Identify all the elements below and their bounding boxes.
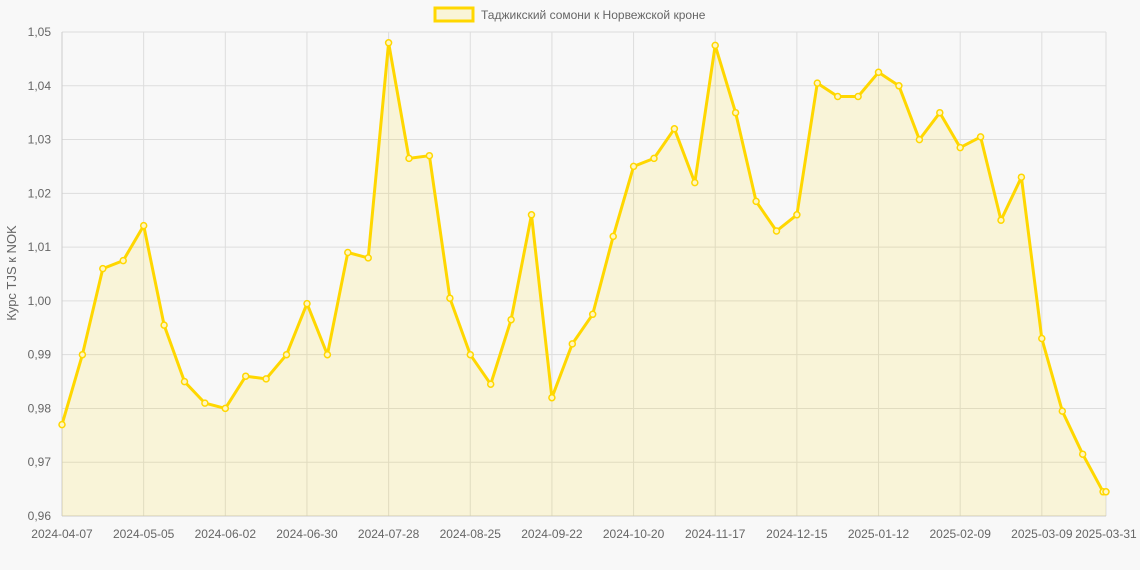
x-tick-label: 2025-03-09 — [1011, 527, 1073, 541]
data-point — [1058, 407, 1067, 415]
data-point — [956, 143, 964, 152]
y-tick-label: 1,02 — [28, 186, 52, 200]
data-point — [221, 404, 230, 413]
data-point — [527, 211, 536, 219]
data-point — [813, 79, 822, 87]
data-point — [629, 162, 638, 171]
x-tick-label: 2024-12-15 — [766, 527, 828, 541]
data-point — [752, 197, 760, 206]
data-point — [874, 68, 883, 77]
data-point — [507, 315, 515, 324]
data-point — [344, 248, 352, 257]
data-point — [303, 299, 311, 308]
data-point — [854, 92, 862, 101]
legend[interactable]: Таджикский сомони к Норвежской кроне — [433, 6, 706, 23]
data-point — [384, 39, 393, 47]
y-tick-label: 1,00 — [28, 294, 52, 308]
data-point — [895, 82, 903, 90]
data-point — [466, 350, 475, 359]
data-point — [793, 211, 801, 219]
y-tick-label: 1,01 — [28, 240, 52, 254]
x-tick-label: 2024-08-25 — [440, 527, 502, 541]
y-tick-label: 0,99 — [28, 348, 52, 362]
x-tick-label: 2024-11-17 — [685, 527, 746, 541]
gridlines — [61, 31, 1107, 517]
data-point — [99, 264, 107, 273]
data-point — [119, 256, 127, 265]
data-point — [936, 108, 944, 117]
x-tick-label: 2025-01-12 — [848, 527, 910, 541]
data-point — [976, 133, 985, 141]
data-point — [446, 294, 454, 302]
series-area — [62, 42, 1106, 517]
data-point — [650, 154, 658, 163]
x-tick-label: 2024-10-20 — [603, 527, 665, 541]
y-tick-label: 1,04 — [28, 79, 52, 93]
data-point — [1017, 173, 1026, 181]
data-point — [364, 254, 372, 262]
data-point — [772, 227, 781, 235]
y-tick-label: 1,05 — [28, 25, 52, 39]
data-point — [201, 399, 209, 407]
points-layer — [58, 39, 1110, 496]
data-point — [915, 135, 924, 144]
y-tick-label: 0,97 — [28, 455, 52, 469]
legend-label: Таджикский сомони к Норвежской кроне — [481, 8, 706, 22]
data-point — [78, 350, 87, 359]
x-tick-label: 2024-05-05 — [113, 527, 175, 541]
data-point — [282, 350, 291, 359]
data-point — [180, 377, 189, 386]
data-point — [833, 92, 842, 101]
y-axis-ticks: 1,05 1,04 1,03 1,02 1,01 1,00 0,99 0,98 0,97 0,96 — [28, 25, 52, 523]
x-tick-label: 2024-06-02 — [195, 527, 257, 541]
y-axis-title: Курс TJS к NOK — [4, 225, 19, 321]
data-point — [405, 154, 413, 163]
data-point — [670, 125, 679, 133]
x-tick-label: 2024-04-07 — [31, 527, 93, 541]
y-tick-label: 1,03 — [28, 133, 52, 147]
data-point — [609, 232, 617, 241]
y-tick-label: 0,98 — [28, 401, 52, 415]
data-point — [1078, 450, 1087, 458]
x-tick-label: 2024-06-30 — [276, 527, 338, 541]
data-point — [997, 216, 1005, 224]
data-point — [160, 321, 168, 329]
x-tick-label: 2024-09-22 — [521, 527, 583, 541]
data-point — [588, 310, 597, 319]
data-point — [486, 380, 495, 388]
x-tick-label: 2024-07-28 — [358, 527, 420, 541]
data-point — [139, 221, 148, 230]
data-point — [262, 375, 270, 383]
data-point — [731, 108, 740, 117]
data-point — [1102, 488, 1110, 496]
x-tick-label: 2025-03-31 — [1075, 527, 1137, 541]
data-point — [425, 151, 434, 160]
data-point — [548, 393, 556, 402]
data-point — [241, 372, 250, 380]
data-point — [1038, 334, 1046, 343]
data-point — [323, 350, 332, 359]
area-layer — [62, 42, 1106, 517]
data-point — [58, 420, 66, 429]
data-point — [711, 41, 719, 50]
x-axis-ticks: 2024-04-07 2024-05-05 2024-06-02 2024-06-30… — [31, 527, 1137, 541]
y-tick-label: 0,96 — [28, 509, 52, 523]
data-point — [691, 178, 699, 187]
legend-swatch — [433, 6, 475, 23]
data-point — [568, 340, 577, 348]
x-tick-label: 2025-02-09 — [929, 527, 991, 541]
